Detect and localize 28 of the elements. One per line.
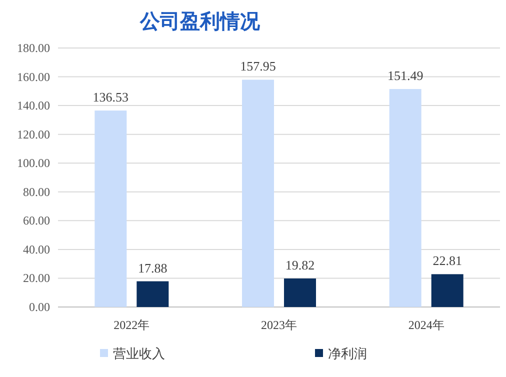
data-label: 151.49 (387, 68, 424, 84)
y-tick-label: 160.00 (17, 70, 50, 84)
data-label: 157.95 (240, 58, 276, 74)
y-tick-label: 80.00 (23, 184, 50, 199)
y-tick-label: 20.00 (23, 271, 50, 286)
chart-title: 公司盈利情况 (139, 9, 261, 33)
y-tick-label: 60.00 (23, 214, 50, 228)
data-label: 136.53 (92, 90, 129, 105)
legend-label: 净利润 (328, 347, 367, 362)
data-label: 17.88 (138, 260, 168, 276)
bar (94, 110, 127, 307)
legend-label: 营业收入 (113, 347, 165, 362)
x-tick-label: 2022年 (114, 318, 150, 332)
x-tick-label: 2024年 (408, 318, 444, 332)
data-label: 19.82 (285, 257, 315, 272)
x-tick-label: 2023年 (261, 318, 297, 332)
bar (136, 281, 169, 307)
y-tick-label: 100.00 (17, 156, 50, 170)
y-tick-label: 40.00 (23, 242, 50, 256)
bar (389, 89, 422, 307)
y-tick-label: 140.00 (17, 98, 50, 113)
data-label: 22.81 (432, 253, 462, 268)
bar (242, 80, 274, 307)
bar (284, 278, 316, 307)
bar (431, 274, 464, 307)
y-tick-label: 120.00 (17, 127, 50, 142)
y-tick-label: 180.00 (17, 41, 50, 55)
y-tick-label: 0.00 (29, 300, 50, 314)
